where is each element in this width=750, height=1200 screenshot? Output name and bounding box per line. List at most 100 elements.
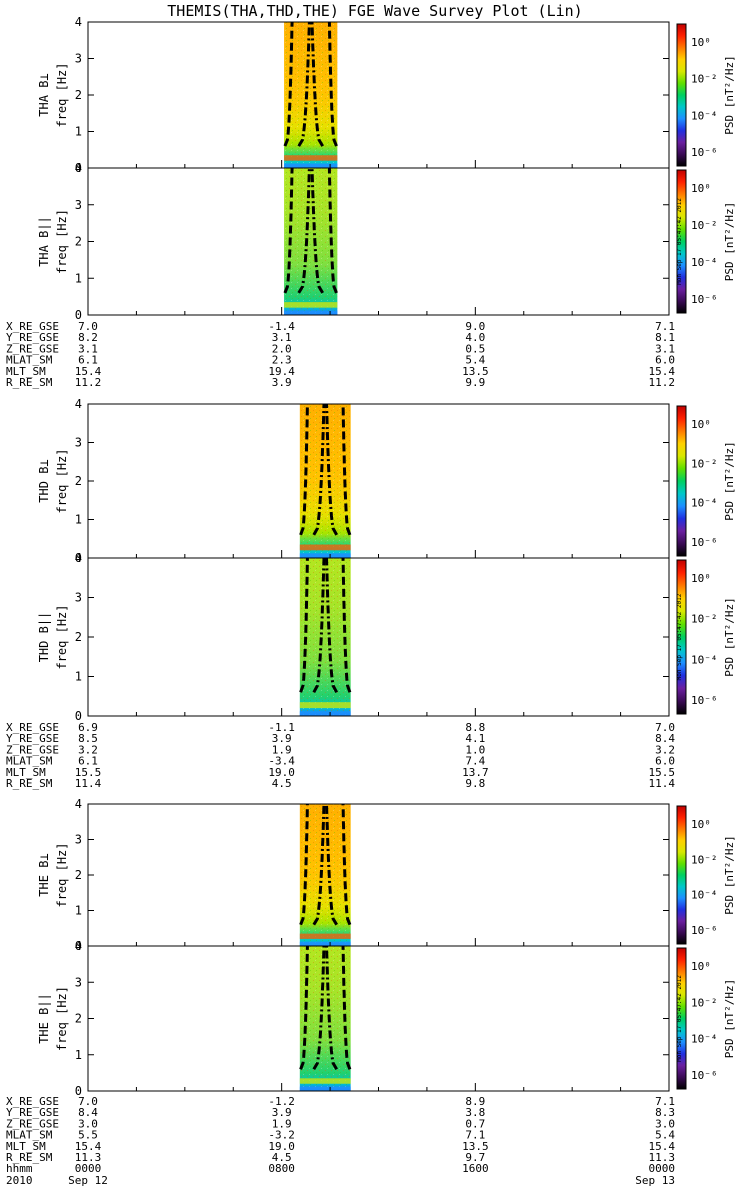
colorbar-tick-label: 10⁰ [691,36,711,49]
base-band [299,711,351,716]
colorbar-tick-label: 10⁻⁶ [691,1069,718,1082]
colorbar-label: PSD [nT²/Hz] [723,979,736,1058]
orbit-value: 3.0 [78,1117,98,1130]
low-freq-band [284,302,338,308]
orbit-value: 15.4 [649,365,676,378]
orbit-value: 5.5 [78,1129,98,1142]
colorbar-tick-label: 10⁻⁶ [691,293,718,306]
orbit-value: 7.0 [78,1095,98,1108]
orbit-row-label: MLAT_SM [6,1129,53,1142]
orbit-value: 9.8 [465,777,485,790]
orbit-row-label: Y_RE_GSE [6,331,59,344]
colorbar-tick-label: 10⁻⁴ [691,256,718,269]
orbit-value: 19.0 [268,1140,295,1153]
spectrogram-panel: 0 1 2 3 4 THA B|| freq [Hz] 10⁰ 10⁻² 10⁻⁴ 10⁻⁶ PSD … [37,161,736,322]
orbit-value: 6.0 [655,354,675,367]
orbit-value: 13.5 [462,365,489,378]
timestamp-stamp: Mon Sep 17 05:47:42 2012 [676,198,683,285]
colorbar-tick-label: 10⁰ [691,572,711,585]
gyrofrequency-curve [325,945,338,1071]
time-tick-label: 0800 [268,1162,295,1175]
orbit-value: 15.5 [649,766,676,779]
colorbar-tick-label: 10⁻² [691,613,718,626]
spectrogram-panel: 0 1 2 3 4 THE B|| freq [Hz] 10⁰ 10⁻² 10⁻⁴ 10⁻⁶ PSD … [37,939,736,1098]
panel-label: THD B⊥ [37,459,51,502]
gyrofrequency-curve [283,167,294,294]
y-tick-label: 1 [75,1048,82,1062]
colorbar-tick-label: 10⁻² [691,219,718,232]
gyrofrequency-curve [327,167,338,294]
colorbar-tick-label: 10⁻⁴ [691,889,718,902]
gyrofrequency-curve [341,803,352,926]
orbit-value: 8.4 [78,1106,98,1119]
panel-frame [87,803,670,947]
gyrofrequency-curve [297,21,311,147]
orbit-value: 7.0 [655,721,675,734]
gyrofrequency-curve [312,403,326,536]
y-tick-label: 4 [75,397,82,411]
gyrofrequency-curve [341,945,352,1070]
orbit-table: X_RE_GSE 6.9 -1.1 8.8 7.0 Y_RE_GSE 8.5 3.9 4.1 8.… [6,721,675,790]
colorbar-tick-label: 10⁻⁴ [691,109,718,122]
orbit-value: 8.1 [655,331,675,344]
orbit-value: -1.2 [268,1095,295,1108]
spectrogram-texture [299,404,351,558]
orbit-row-label: Y_RE_GSE [6,732,59,745]
orbit-value: 2.3 [272,354,292,367]
orbit-value: 4.5 [272,777,292,790]
orbit-row-label: R_RE_SM [6,376,53,389]
y-tick-label: 1 [75,271,82,285]
spectrogram-panel: 0 1 2 3 4 THA B⊥ freq [Hz] 10⁰ 10⁻² 10⁻⁴ 10⁻⁶ PSD [… [37,15,736,175]
base-band [299,553,351,558]
orbit-table: X_RE_GSE 7.0 -1.4 9.0 7.1Y_RE_GSE 8.2 3.1 4.0 8.… [6,320,675,389]
base-band [284,310,338,315]
y-tick-label: 3 [75,436,82,450]
y-tick-label: 3 [75,591,82,605]
gyrofrequency-curve [325,803,338,926]
orbit-value: 7.1 [655,320,675,333]
orbit-value: 15.5 [75,766,102,779]
orbit-table: X_RE_GSE 7.0 -1.2 8.9 7.1 Y_RE_GSE 8.4 3.9 3.8 8.… [6,1095,675,1164]
panel-frame [87,557,670,717]
y-axis-unit: freq [Hz] [55,986,69,1051]
orbit-value: 6.0 [655,755,675,768]
orbit-value: 3.2 [655,743,675,756]
orbit-value: 1.9 [272,743,292,756]
orbit-value: 13.5 [462,1140,489,1153]
y-tick-label: 0 [75,939,82,953]
orbit-value: 3.9 [272,1106,292,1119]
orbit-value: 11.3 [75,1151,102,1164]
orbit-value: 3.2 [78,743,98,756]
y-tick-label: 2 [75,474,82,488]
orbit-value: 6.9 [78,721,98,734]
orbit-value: 11.4 [649,777,676,790]
colorbar-tick-label: 10⁻⁶ [691,924,718,937]
gyrofrequency-curve [310,167,324,294]
colorbar-label: PSD [nT²/Hz] [723,835,736,914]
colorbar-tick-label: 10⁰ [691,818,711,831]
y-tick-label: 4 [75,939,82,953]
y-tick-label: 1 [75,125,82,139]
colorbar-tick-label: 10⁻² [691,73,718,86]
y-tick-label: 1 [75,904,82,918]
colorbar-tick-label: 10⁰ [691,418,711,431]
orbit-value: 9.9 [465,376,485,389]
orbit-value: 9.7 [465,1151,485,1164]
y-tick-label: 0 [75,308,82,322]
orbit-value: 11.4 [75,777,102,790]
y-axis-unit: freq [Hz] [55,842,69,907]
gyrofrequency-curve [310,21,324,147]
orbit-value: 2.0 [272,342,292,355]
y-tick-label: 4 [75,15,82,29]
gyrofrequency-curve [312,803,326,926]
colorbar-tick-label: 10⁻⁶ [691,694,718,707]
base-band [299,1086,351,1091]
gyrofrequency-curve [299,945,309,1070]
orbit-value: 15.4 [649,1140,676,1153]
orbit-value: 4.5 [272,1151,292,1164]
orbit-value: 15.4 [75,365,102,378]
colorbar [676,559,687,715]
panel-frame [87,945,670,1092]
orbit-value: 3.9 [272,376,292,389]
